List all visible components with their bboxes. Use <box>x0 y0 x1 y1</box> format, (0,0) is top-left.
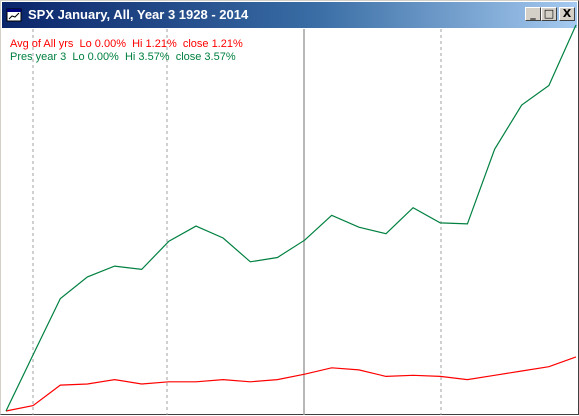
minimize-button[interactable]: _ <box>525 7 541 21</box>
chart-series <box>5 24 577 412</box>
close-button[interactable]: X <box>559 7 575 21</box>
chart-gridlines <box>32 29 442 415</box>
series-line-avg-all-years <box>5 356 577 412</box>
legend-avg-all-years: Avg of All yrs Lo 0.00% Hi 1.21% close 1… <box>10 38 243 50</box>
window-title: SPX January, All, Year 3 1928 - 2014 <box>28 7 249 22</box>
series-line-pres-year-3 <box>5 24 577 412</box>
title-bar[interactable]: SPX January, All, Year 3 1928 - 2014 _ □… <box>2 2 577 28</box>
legend-pres-year-3: Pres year 3 Lo 0.00% Hi 3.57% close 3.57… <box>10 51 236 63</box>
chart-app-icon[interactable] <box>6 8 22 22</box>
maximize-button[interactable]: □ <box>541 7 557 21</box>
